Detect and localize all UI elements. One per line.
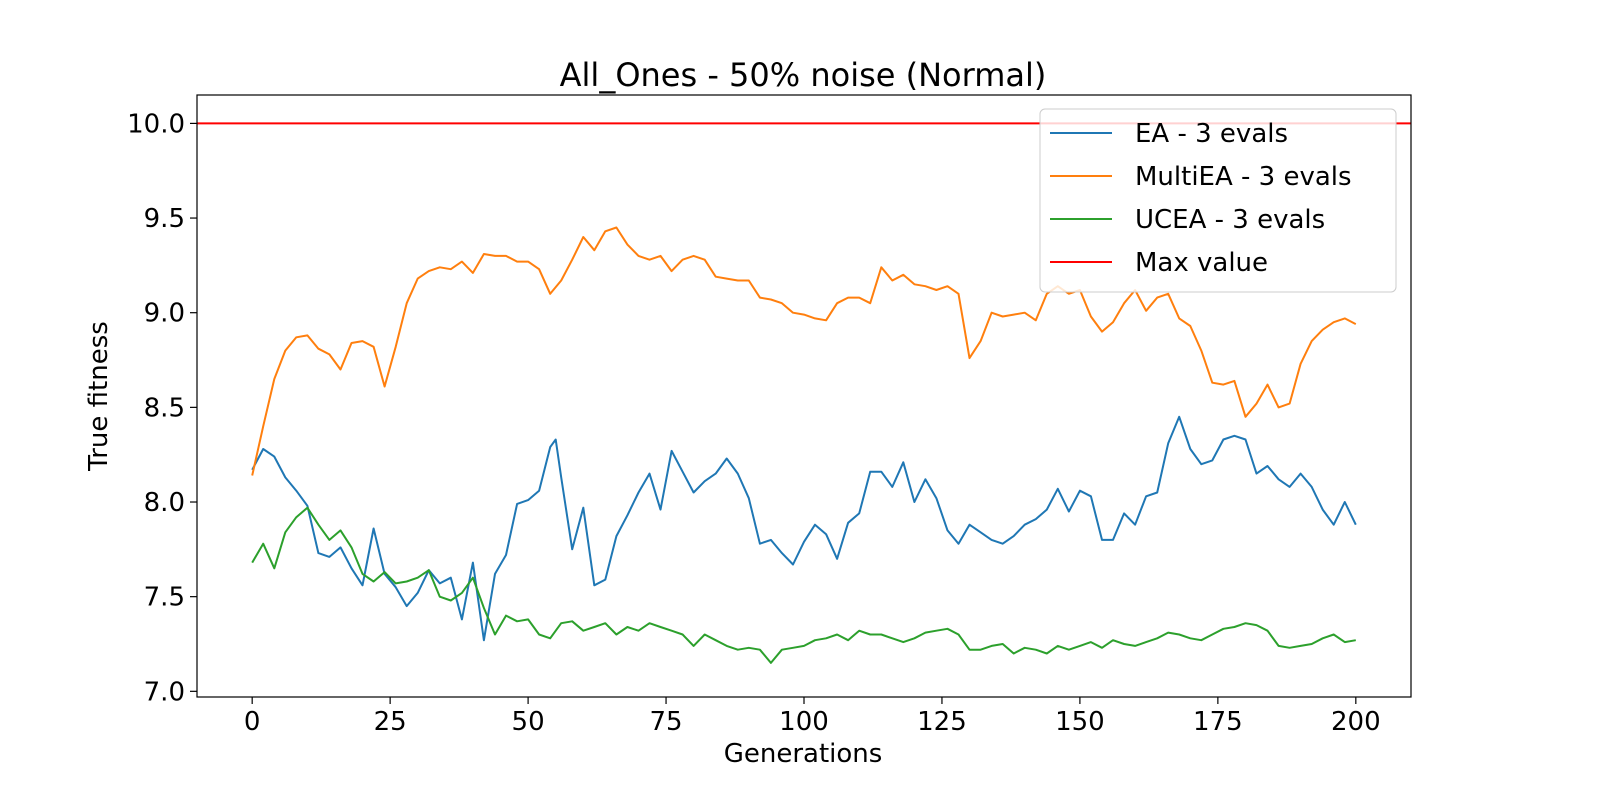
x-tick-label: 150 bbox=[1055, 707, 1105, 737]
x-tick-label: 200 bbox=[1331, 707, 1381, 737]
x-tick-label: 125 bbox=[917, 707, 967, 737]
y-tick-label: 8.5 bbox=[144, 393, 185, 423]
series-line-ea-3-evals bbox=[251, 415, 1357, 642]
x-tick-label: 0 bbox=[244, 707, 261, 737]
y-tick-label: 7.5 bbox=[144, 583, 185, 613]
chart-title: All_Ones - 50% noise (Normal) bbox=[560, 56, 1047, 94]
y-tick-label: 9.0 bbox=[144, 299, 185, 329]
x-tick-label: 100 bbox=[779, 707, 829, 737]
y-tick-label: 9.5 bbox=[144, 204, 185, 234]
legend-label-multiea-3-evals: MultiEA - 3 evals bbox=[1135, 162, 1352, 192]
y-tick-label: 7.0 bbox=[144, 677, 185, 707]
legend-box bbox=[1039, 108, 1397, 293]
legend-label-max-value: Max value bbox=[1135, 248, 1268, 278]
y-axis: 7.0 7.5 8.0 8.5 9.0 9.5 10.0 bbox=[127, 109, 197, 707]
x-tick-label: 50 bbox=[512, 707, 545, 737]
legend-label-ea-3-evals: EA - 3 evals bbox=[1135, 119, 1288, 149]
x-tick-label: 175 bbox=[1193, 707, 1243, 737]
x-axis: 0 25 50 75 100 125 150 175 200 bbox=[244, 697, 1381, 737]
x-tick-label: 25 bbox=[374, 707, 407, 737]
x-axis-label: Generations bbox=[724, 739, 883, 769]
series-line-ucea-3-evals bbox=[251, 506, 1356, 664]
legend-label-ucea-3-evals: UCEA - 3 evals bbox=[1135, 205, 1325, 235]
y-tick-label: 8.0 bbox=[144, 488, 185, 518]
x-tick-label: 75 bbox=[649, 707, 682, 737]
y-axis-label: True fitness bbox=[84, 321, 114, 472]
series-line-multiea-3-evals bbox=[251, 226, 1357, 476]
y-tick-label: 10.0 bbox=[127, 109, 185, 139]
legend: EA - 3 evals MultiEA - 3 evals UCEA - 3 ev… bbox=[1039, 108, 1397, 293]
